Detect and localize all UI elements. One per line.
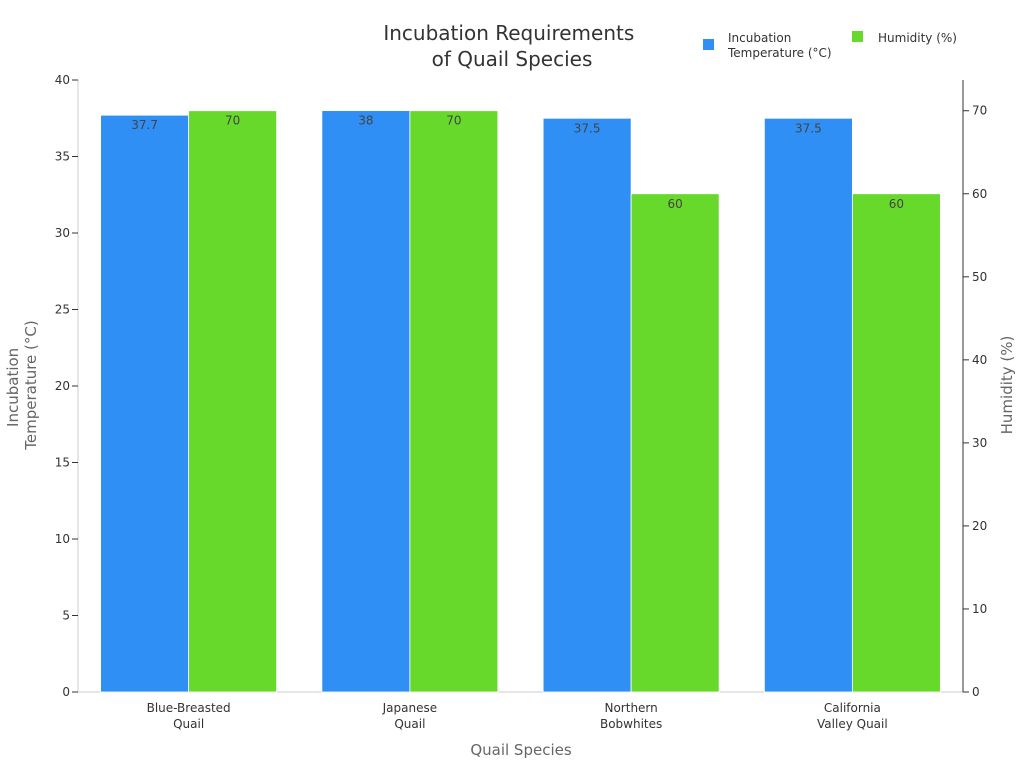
data-label-humidity: 70	[225, 114, 240, 128]
chart-title-line-2: of Quail Species	[432, 47, 593, 71]
chart-title: Incubation Requirements of Quail Species	[383, 21, 640, 71]
bar-humidity	[188, 110, 278, 693]
y-left-axis-title-line-2: Temperature (°C)	[22, 320, 40, 450]
x-tick-label-line: Japanese	[382, 701, 438, 715]
y-right-axis-title: Humidity (%)	[998, 336, 1016, 435]
y-left-tick-label: 35	[55, 150, 70, 164]
x-tick-label: California Valley Quail	[817, 701, 888, 731]
y-left-tick-label: 40	[55, 73, 70, 87]
plot-area: 0 5 10 15 20 25 30 35 40 0 10 20 30 40 50 60 70 37.7 70 Blu…	[55, 73, 988, 731]
y-right-tick-label: 60	[972, 187, 987, 201]
chart-title-line-1: Incubation Requirements	[383, 21, 634, 45]
y-left-axis-title: Incubation Temperature (°C)	[4, 320, 40, 450]
y-right-tick-label: 30	[972, 436, 987, 450]
x-tick-label-line: California	[824, 701, 881, 715]
y-left-tick-label: 5	[62, 609, 70, 623]
legend-swatch-humidity	[852, 31, 863, 42]
data-label-humidity: 60	[667, 197, 682, 211]
x-tick-label-line: Blue-Breasted	[147, 701, 231, 715]
x-tick-label: Japanese Quail	[382, 701, 438, 731]
data-label-temperature: 37.5	[574, 121, 601, 135]
y-left-tick-label: 15	[55, 456, 70, 470]
y-right-tick-label: 0	[972, 685, 980, 699]
x-tick-label-line: Quail	[173, 717, 204, 731]
x-tick-label-line: Quail	[394, 717, 425, 731]
x-axis-title: Quail Species	[470, 741, 572, 759]
y-left-axis-title-line-1: Incubation	[4, 348, 22, 427]
legend-label-temperature-line-2: Temperature (°C)	[727, 46, 832, 60]
x-tick-label: Blue-Breasted Quail	[147, 701, 231, 731]
y-left-tick-label: 0	[62, 685, 70, 699]
bar-humidity	[630, 193, 720, 693]
bar-humidity	[851, 193, 941, 693]
y-left-tick-label: 25	[55, 303, 70, 317]
x-tick-label-line: Northern	[604, 701, 657, 715]
data-label-temperature: 37.5	[795, 121, 822, 135]
bar-temperature	[100, 114, 190, 693]
legend-label-temperature-line-1: Incubation	[728, 31, 791, 45]
data-label-temperature: 38	[358, 114, 373, 128]
legend-label-humidity: Humidity (%)	[878, 31, 957, 45]
x-tick-label-line: Valley Quail	[817, 717, 888, 731]
y-right-tick-label: 50	[972, 270, 987, 284]
bar-temperature	[763, 117, 853, 693]
y-right-tick-label: 40	[972, 353, 987, 367]
data-label-humidity: 70	[446, 114, 461, 128]
bar-humidity	[409, 110, 499, 693]
x-tick-label-line: Bobwhites	[600, 717, 662, 731]
y-left-tick-label: 20	[55, 379, 70, 393]
legend-label-temperature: Incubation Temperature (°C)	[727, 31, 832, 60]
y-right-tick-label: 10	[972, 602, 987, 616]
legend-swatch-temperature	[703, 39, 714, 50]
data-label-temperature: 37.7	[131, 118, 158, 132]
data-label-humidity: 60	[889, 197, 904, 211]
x-tick-label: Northern Bobwhites	[600, 701, 662, 731]
y-left-tick-label: 10	[55, 532, 70, 546]
bar-temperature	[321, 110, 411, 693]
y-right-tick-label: 20	[972, 519, 987, 533]
legend: Incubation Temperature (°C) Humidity (%)	[703, 31, 957, 60]
y-right-tick-label: 70	[972, 104, 987, 118]
y-left-tick-label: 30	[55, 226, 70, 240]
bar-temperature	[542, 117, 632, 693]
